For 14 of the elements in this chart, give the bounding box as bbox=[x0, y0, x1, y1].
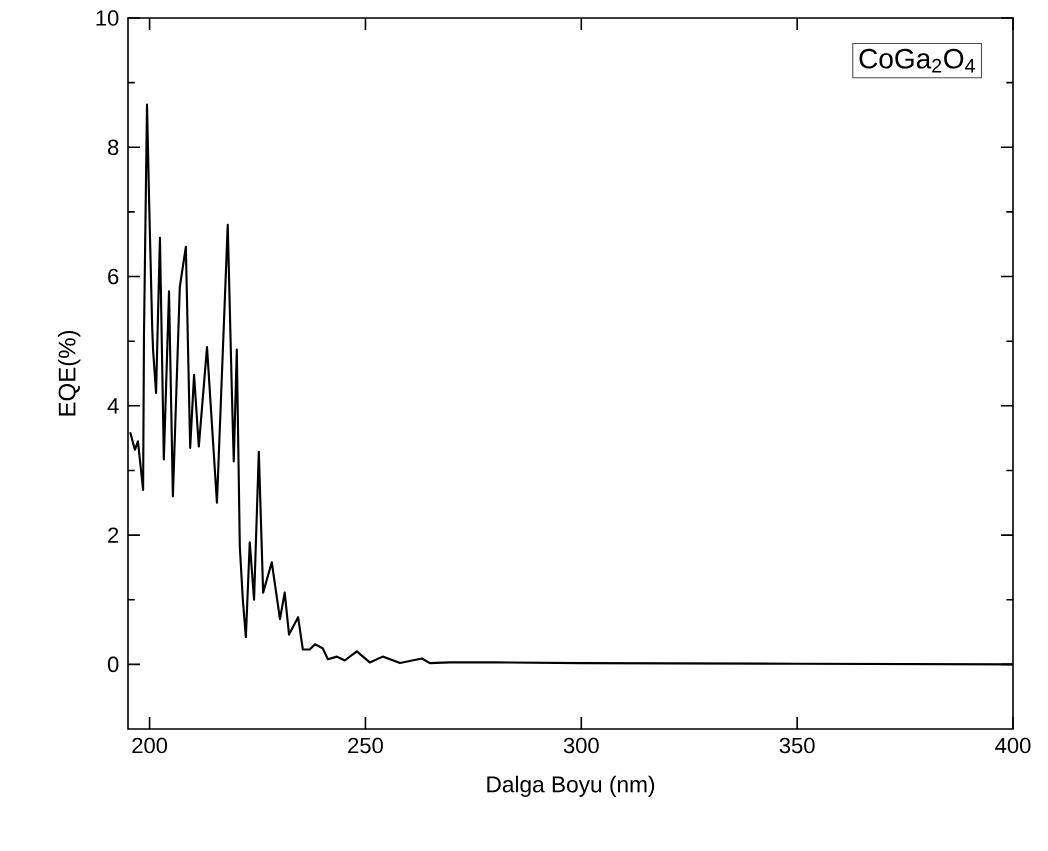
y-tick-label: 8 bbox=[108, 139, 119, 156]
x-tick-label: 400 bbox=[995, 737, 1031, 754]
x-tick-label: 300 bbox=[563, 737, 599, 754]
y-tick-label: 0 bbox=[107, 656, 119, 673]
y-tick-label: 4 bbox=[107, 398, 119, 414]
y-tick-label: 6 bbox=[108, 268, 119, 285]
x-tick-label: 250 bbox=[348, 737, 383, 754]
y-axis-title: EQE(%) bbox=[57, 330, 81, 416]
x-axis-title: Dalga Boyu (nm) bbox=[487, 775, 655, 797]
x-tick-label: 200 bbox=[132, 737, 168, 754]
annotation: CoGa$_{2}$O$_{4}$ bbox=[859, 48, 975, 73]
y-tick-label: 10 bbox=[96, 10, 119, 26]
y-tick-label: 2 bbox=[108, 527, 119, 543]
x-tick-label: 350 bbox=[779, 737, 815, 754]
